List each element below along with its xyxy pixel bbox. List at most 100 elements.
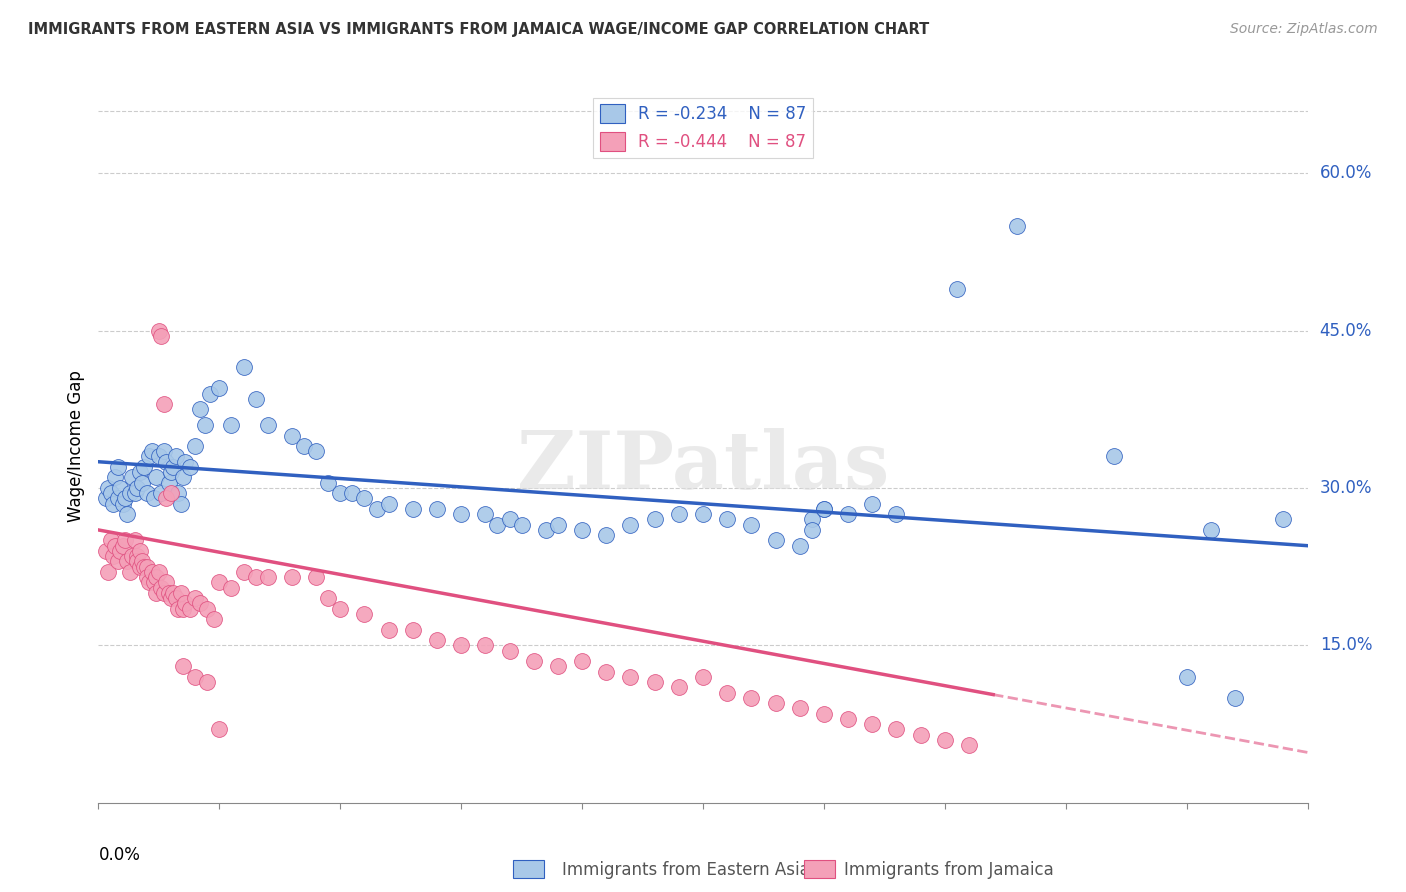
Point [114,491,136,506]
Point [377,623,399,637]
Point [179,460,201,475]
Point [188,596,211,610]
Point [692,507,714,521]
Point [134,559,156,574]
Point [100,486,122,500]
Point [160,465,183,479]
Text: 60.0%: 60.0% [1320,164,1372,182]
Point [208,723,231,737]
Point [97,481,120,495]
Point [131,475,153,490]
Point [1272,512,1295,526]
Point [740,690,762,705]
Point [145,570,167,584]
Point [165,591,187,606]
Point [232,360,254,375]
Point [162,460,184,475]
Point [668,681,690,695]
Point [1102,450,1125,464]
Point [108,544,131,558]
Point [141,565,163,579]
Point [256,570,278,584]
Point [194,417,217,432]
Point [150,581,173,595]
Point [127,481,149,495]
Point [221,581,243,595]
Point [800,523,823,537]
Point [232,565,254,579]
Point [111,497,134,511]
Point [128,559,150,574]
Point [716,685,738,699]
Point [152,444,174,458]
Point [366,502,388,516]
Point [1199,523,1222,537]
Point [329,486,352,500]
Point [150,486,173,500]
Point [143,575,166,590]
Point [474,507,496,521]
Point [860,717,883,731]
Text: Immigrants from Jamaica: Immigrants from Jamaica [844,861,1053,879]
Point [353,607,375,621]
Point [716,512,738,526]
Point [256,417,278,432]
Point [155,455,177,469]
Point [184,439,207,453]
Point [740,517,762,532]
Point [644,512,666,526]
Point [789,539,811,553]
Point [101,497,124,511]
Point [138,575,160,590]
Point [155,491,177,506]
Point [353,491,375,506]
Point [342,486,364,500]
Point [107,491,129,506]
Point [910,728,932,742]
Point [118,486,141,500]
Point [316,475,339,490]
Point [208,575,231,590]
Text: Source: ZipAtlas.com: Source: ZipAtlas.com [1230,22,1378,37]
Point [118,565,141,579]
Point [128,465,150,479]
Point [124,533,146,548]
Point [121,470,143,484]
Point [167,601,190,615]
Point [97,565,120,579]
Point [172,470,194,484]
Point [172,601,194,615]
Point [595,528,617,542]
Point [644,675,666,690]
Point [377,497,399,511]
Point [957,738,980,752]
Point [179,601,201,615]
Point [160,486,183,500]
Point [619,517,641,532]
Point [145,586,167,600]
Point [121,549,143,564]
Point [157,586,180,600]
Point [1223,690,1246,705]
Point [128,544,150,558]
Point [162,586,184,600]
Point [165,450,187,464]
Point [101,549,124,564]
Point [426,633,449,648]
Point [837,712,859,726]
Point [148,324,170,338]
Point [800,512,823,526]
Text: 15.0%: 15.0% [1320,636,1372,655]
Point [204,612,226,626]
Point [860,497,883,511]
Point [402,623,425,637]
Point [789,701,811,715]
Point [195,675,218,690]
Point [692,670,714,684]
Point [498,512,520,526]
Point [184,670,207,684]
Point [169,497,191,511]
Point [523,654,546,668]
Point [127,554,149,568]
Point [111,539,134,553]
